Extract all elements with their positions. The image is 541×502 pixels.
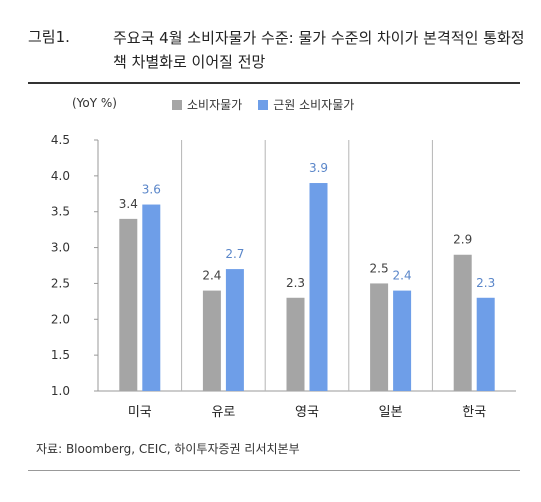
bar-s1-2 — [309, 183, 328, 391]
bar-s0-4 — [453, 254, 472, 391]
y-tick-label-2: 2.0 — [51, 312, 70, 326]
data-label-s0-4: 2.9 — [453, 233, 472, 247]
bar-s0-0 — [119, 218, 138, 391]
bar-s1-1 — [225, 269, 244, 391]
bar-s0-2 — [286, 297, 305, 391]
data-label-s1-1: 2.7 — [225, 247, 244, 261]
data-label-s1-3: 2.4 — [393, 269, 412, 283]
bar-s1-3 — [393, 290, 412, 391]
data-label-s1-4: 2.3 — [476, 276, 495, 290]
y-tick-label-7: 4.5 — [51, 133, 70, 147]
figure-number: 그림1. — [28, 28, 70, 46]
legend-swatch-core-cpi — [258, 99, 269, 110]
legend-item-cpi: 소비자물가 — [172, 96, 242, 113]
footer-divider — [28, 470, 520, 471]
legend-label-cpi: 소비자물가 — [187, 98, 243, 112]
unit-label: (YoY %) — [72, 96, 117, 110]
y-tick-label-1: 1.5 — [51, 348, 70, 362]
data-label-s0-2: 2.3 — [286, 276, 305, 290]
x-tick-label-3: 일본 — [379, 405, 403, 420]
data-label-s1-0: 3.6 — [142, 183, 161, 197]
x-tick-label-4: 한국 — [462, 405, 486, 420]
legend-label-core-cpi: 근원 소비자물가 — [273, 98, 355, 112]
y-tick-label-4: 3.0 — [51, 241, 70, 255]
y-tick-label-3: 2.5 — [51, 276, 70, 290]
data-label-s0-0: 3.4 — [119, 197, 138, 211]
y-tick-label-5: 3.5 — [51, 205, 70, 219]
header-divider — [28, 82, 520, 84]
legend-item-core-cpi: 근원 소비자물가 — [258, 96, 354, 113]
y-tick-label-6: 4.0 — [51, 169, 70, 183]
figure-title: 주요국 4월 소비자물가 수준: 물가 수준의 차이가 본격적인 통화정책 차별… — [113, 29, 525, 71]
chart-legend: 소비자물가 근원 소비자물가 — [172, 96, 354, 113]
bar-s0-3 — [370, 283, 389, 391]
y-tick-label-0: 1.0 — [51, 384, 70, 398]
bar-s1-4 — [476, 297, 495, 391]
data-label-s0-1: 2.4 — [202, 269, 221, 283]
bar-s1-0 — [142, 204, 161, 391]
bar-s0-1 — [202, 290, 221, 391]
x-tick-label-1: 유로 — [211, 405, 235, 420]
data-label-s1-2: 3.9 — [309, 161, 328, 175]
data-label-s0-3: 2.5 — [370, 261, 389, 275]
x-tick-label-0: 미국 — [128, 405, 152, 420]
legend-swatch-cpi — [172, 99, 182, 110]
source-note: 자료: Bloomberg, CEIC, 하이투자증권 리서치본부 — [36, 442, 300, 456]
x-tick-label-2: 영국 — [295, 405, 319, 420]
